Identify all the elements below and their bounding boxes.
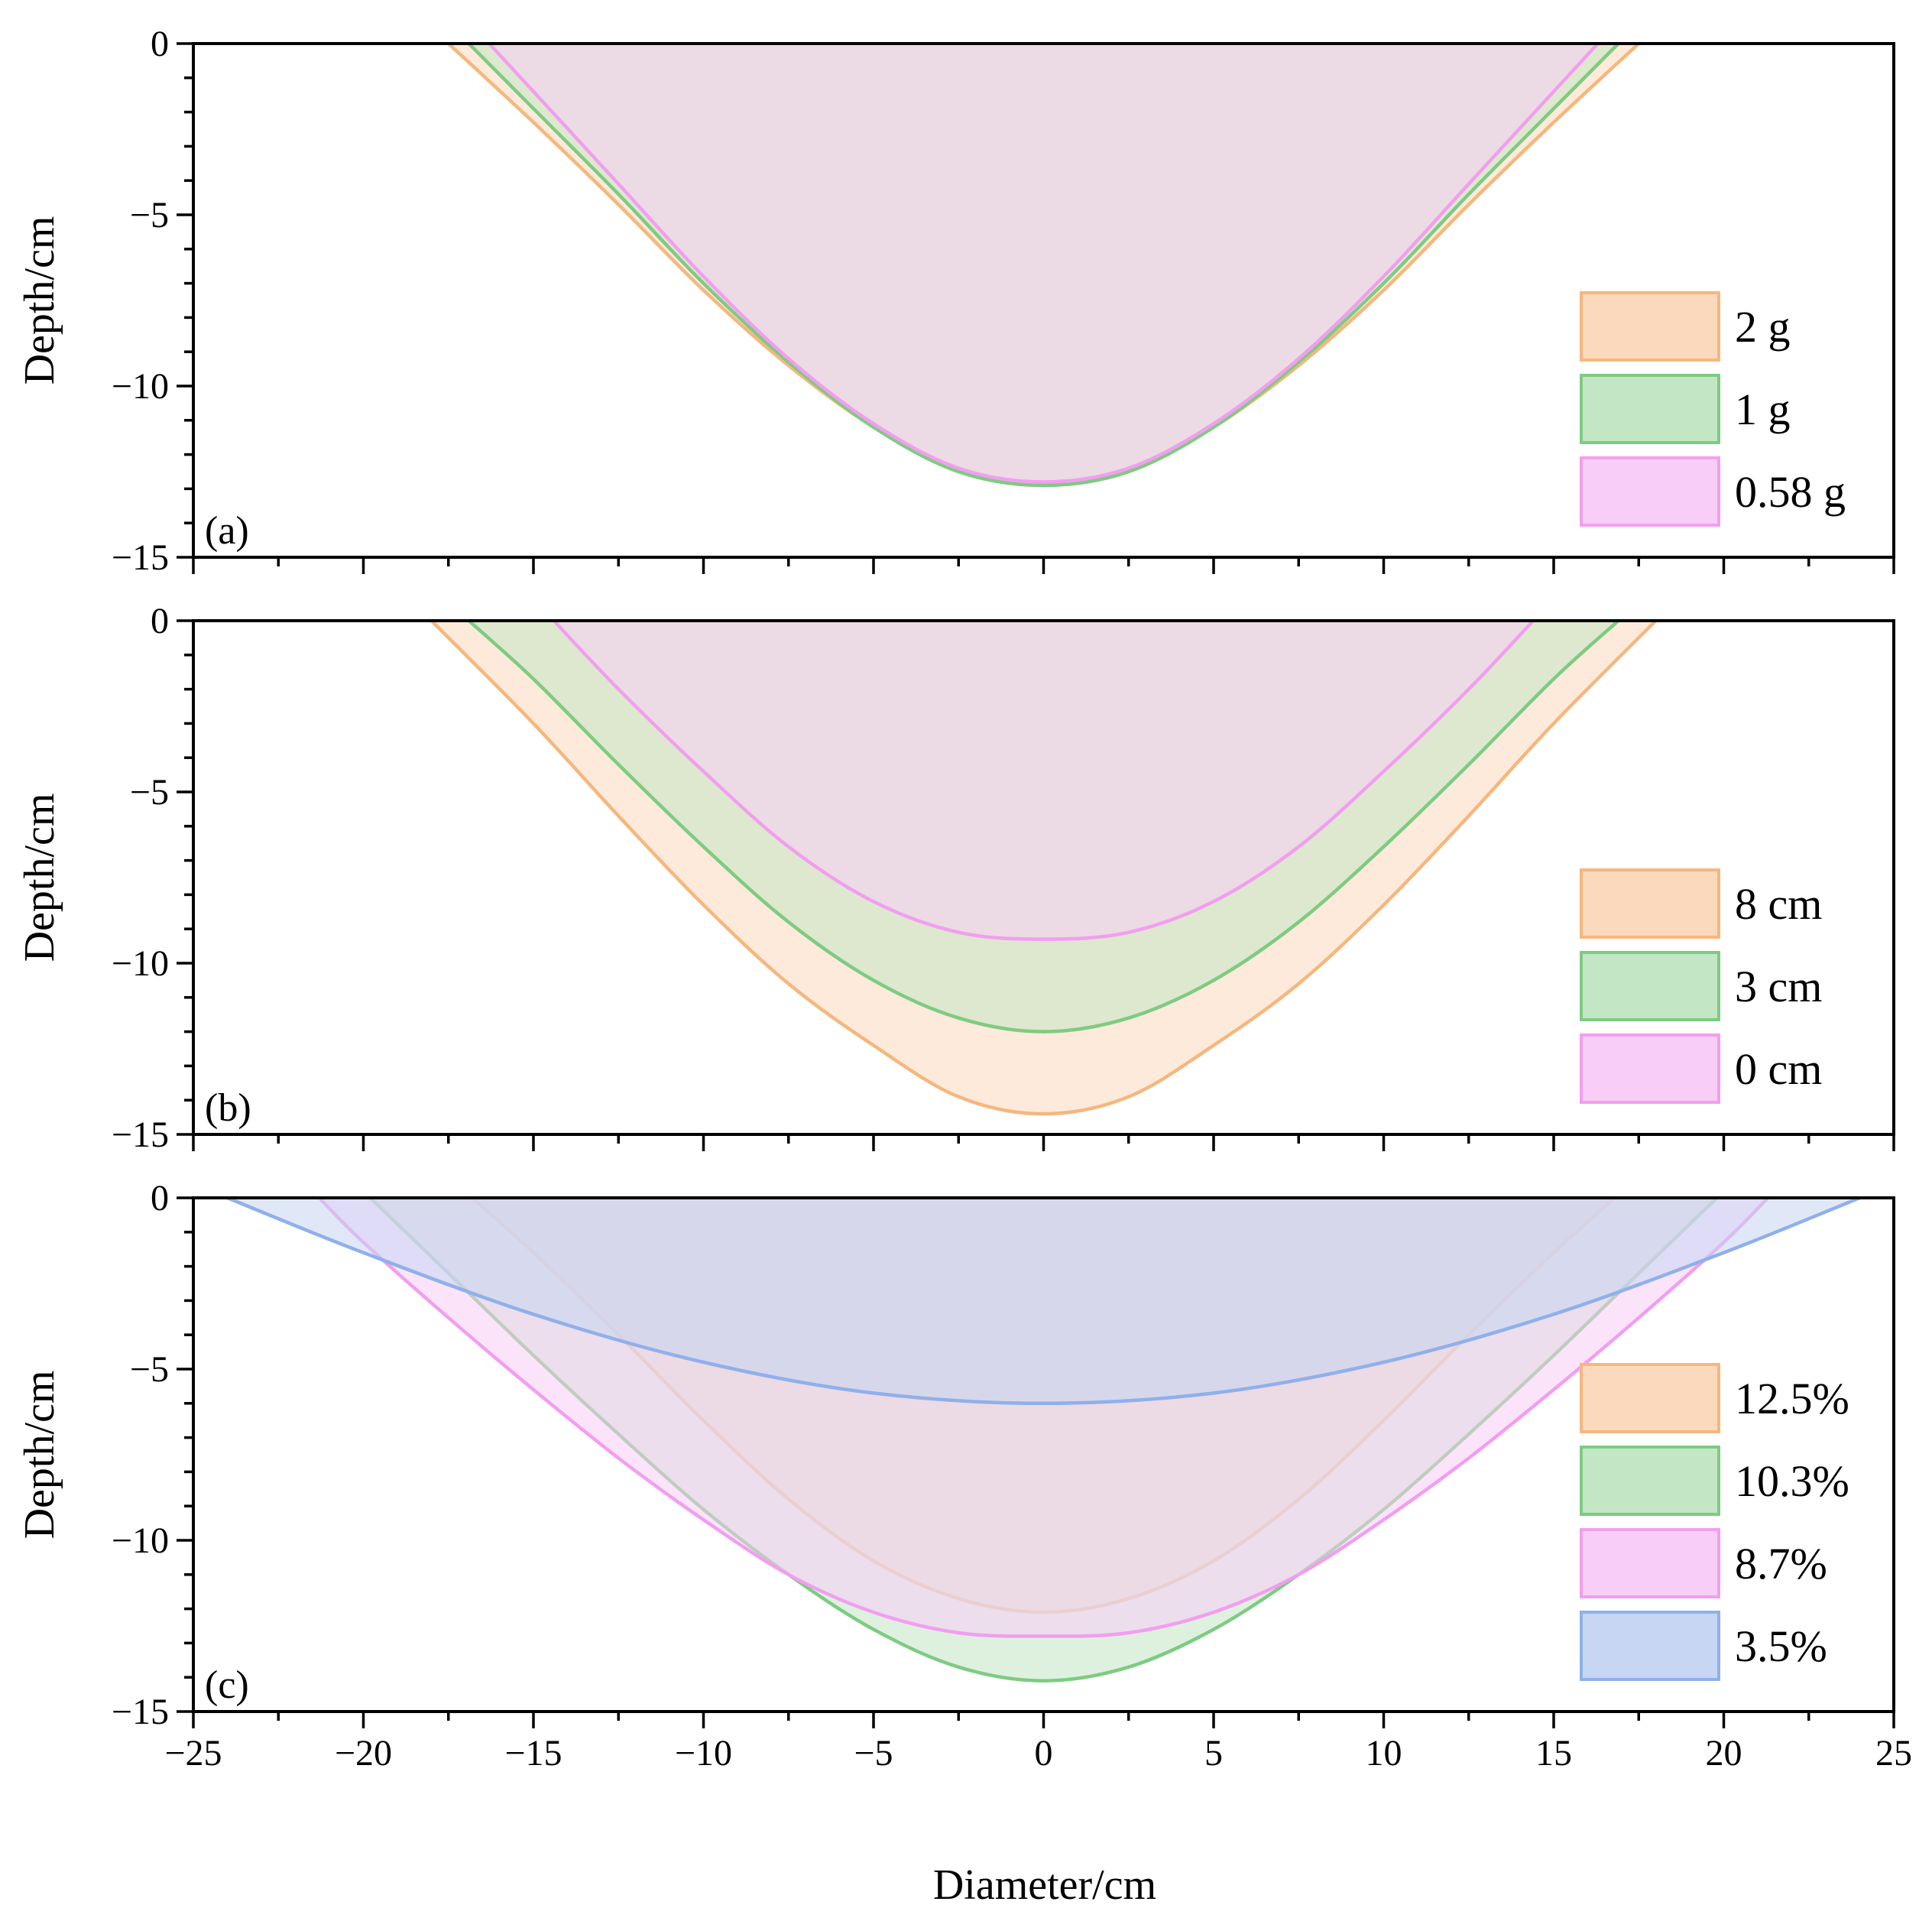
legend-label: 0.58 g [1735,467,1846,517]
y-axis-title: Depth/cm [16,1371,63,1540]
series-line-8-7- [318,1198,1769,1638]
legend-label: 8 cm [1735,879,1822,929]
series-area-0-58-g [489,44,1598,482]
y-tick-label: −10 [112,1520,169,1561]
x-tick-label: 0 [1035,1733,1053,1773]
y-tick-label: −15 [112,537,169,578]
x-tick-label: −15 [504,1733,562,1773]
legend-label: 3 cm [1735,962,1822,1011]
legend-swatch [1580,868,1720,939]
series-line-3-5- [226,1198,1861,1406]
legend-swatch [1580,374,1720,444]
legend-swatch [1580,291,1720,362]
x-tick-label: −20 [335,1733,392,1773]
legend-swatch [1580,1363,1720,1433]
y-tick-label: 0 [151,601,169,641]
y-tick-label: −5 [130,772,169,813]
series-group [226,1198,1861,1682]
y-tick-label: −5 [130,1349,169,1390]
series-area-0-cm [553,621,1534,939]
legend-label: 10.3% [1735,1456,1849,1506]
y-tick-label: −10 [112,943,169,984]
panel-label: (b) [205,1086,251,1130]
y-tick-label: 0 [151,1178,169,1218]
x-tick-label: 25 [1875,1733,1912,1773]
legend-swatch [1580,951,1720,1021]
panel-c: 0−5−10−15−25 −20 −15 −10 −5 0 5 10 15 20 25Depth/c… [16,1178,1912,1773]
y-tick-label: 0 [151,24,169,64]
x-tick-label: 10 [1366,1733,1402,1773]
legend-swatch [1580,1528,1720,1598]
series-group [447,44,1640,488]
y-tick-label: −5 [130,195,169,235]
y-tick-label: −10 [112,366,169,407]
y-tick-label: −15 [112,1115,169,1155]
series-line-1-g [467,44,1620,488]
legend-swatch [1580,1611,1720,1681]
legend-swatch [1580,1034,1720,1104]
y-axis-title: Depth/cm [16,216,63,385]
legend-swatch [1580,456,1720,527]
series-area-3-5- [227,1198,1860,1403]
x-tick-label: −25 [164,1733,222,1773]
legend-label: 12.5% [1735,1374,1849,1423]
legend-label: 0 cm [1735,1044,1822,1094]
series-line-0-58-g [488,44,1600,484]
x-tick-label: −10 [675,1733,732,1773]
panel-label: (a) [205,509,249,553]
x-tick-label: 20 [1706,1733,1742,1773]
legend-label: 2 g [1735,302,1791,352]
x-tick-label: 5 [1204,1733,1223,1773]
series-line-3-cm [467,621,1620,1034]
series-line-8-cm [430,621,1658,1116]
panel-label: (c) [205,1663,249,1707]
panel-b: 0 −5 −10 −15 Depth/cm (b) 8 cm 3 cm 0 cm [16,601,1895,1155]
legend-label: 3.5% [1735,1621,1827,1671]
x-axis-title: Diameter/cm [933,1861,1156,1909]
x-tick-label: 15 [1535,1733,1572,1773]
series-group [430,621,1658,1116]
series-line-0-cm [553,621,1535,941]
y-tick-label: −15 [112,1692,169,1732]
legend-label: 1 g [1735,385,1791,434]
legend-swatch [1580,1446,1720,1516]
x-tick-label: −5 [854,1733,893,1773]
legend-label: 8.7% [1735,1539,1827,1588]
y-axis-title: Depth/cm [16,793,63,962]
panel-a: 0 −5 −10 −15 Depth/cm (a) 2 g 1 g 0.58 g [16,24,1895,578]
